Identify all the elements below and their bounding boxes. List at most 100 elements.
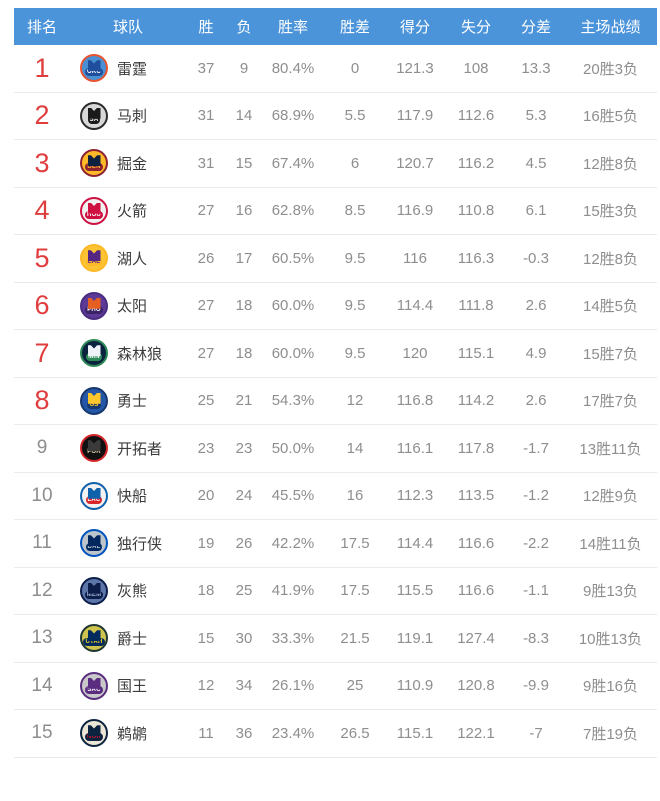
team-abbr-label: LAC — [85, 495, 103, 504]
winpct-cell: 50.0% — [271, 439, 315, 457]
table-row[interactable]: 3 DEN 掘金 31 15 67.4% 6 120.7 116.2 4.5 1… — [14, 140, 657, 188]
jersey-icon — [87, 250, 101, 262]
homerecord-cell: 12胜9负 — [582, 488, 639, 506]
team-logo-icon: UTAH — [80, 624, 108, 653]
homerecord-cell: 10胜13负 — [578, 630, 643, 648]
losses-cell: 15 — [235, 154, 253, 172]
table-row[interactable]: 4 HOU 火箭 27 16 62.8% 8.5 116.9 110.8 6.1… — [14, 187, 657, 235]
pointsfor-cell: 115.5 — [396, 582, 434, 600]
table-row[interactable]: 7 MIN 森林狼 27 18 60.0% 9.5 120 115.1 4.9 … — [14, 330, 657, 378]
table-row[interactable]: 14 SAC 国王 12 34 26.1% 25 110.9 120.8 -9.… — [14, 662, 657, 710]
team-cell[interactable]: NOR 鹈鹕 — [70, 719, 186, 748]
rank-cell: 12 — [31, 579, 53, 601]
winpct-cell: 62.8% — [271, 202, 315, 220]
wins-cell: 23 — [197, 439, 215, 457]
losses-cell: 9 — [239, 59, 249, 77]
team-logo-icon: SAC — [80, 671, 108, 700]
team-name: 鹈鹕 — [117, 725, 148, 743]
team-name: 马刺 — [117, 108, 148, 126]
wins-cell: 27 — [197, 344, 215, 362]
jersey-icon — [87, 107, 101, 119]
table-row[interactable]: 13 UTAH 爵士 15 30 33.3% 21.5 119.1 127.4 … — [14, 615, 657, 663]
team-cell[interactable]: HOU 火箭 — [70, 196, 186, 225]
table-row[interactable]: 9 POR 开拓者 23 23 50.0% 14 116.1 117.8 -1.… — [14, 425, 657, 473]
winpct-cell: 45.5% — [271, 487, 315, 505]
team-cell[interactable]: DEN 掘金 — [70, 149, 186, 178]
team-cell[interactable]: LAC 快船 — [70, 481, 186, 510]
winpct-cell: 33.3% — [271, 629, 315, 647]
team-name: 火箭 — [117, 203, 148, 221]
jersey-icon — [87, 677, 101, 689]
homerecord-cell: 7胜19负 — [582, 725, 639, 743]
homerecord-cell: 15胜7负 — [582, 345, 639, 363]
table-row[interactable]: 8 GS 勇士 25 21 54.3% 12 116.8 114.2 2.6 1… — [14, 377, 657, 425]
team-logo-icon: PHO — [80, 291, 108, 320]
table-row[interactable]: 1 OKC 雷霆 37 9 80.4% 0 121.3 108 13.3 20胜… — [14, 45, 657, 93]
wins-cell: 19 — [197, 534, 215, 552]
jersey-icon — [87, 345, 101, 357]
pointsfor-cell: 119.1 — [396, 629, 434, 647]
team-abbr-label: NOR — [85, 733, 103, 742]
winpct-cell: 42.2% — [271, 534, 315, 552]
team-cell[interactable]: PHO 太阳 — [70, 291, 186, 320]
jersey-icon — [87, 202, 101, 214]
team-logo-icon: DAL — [80, 529, 108, 558]
table-row[interactable]: 5 LAL 湖人 26 17 60.5% 9.5 116 116.3 -0.3 … — [14, 235, 657, 283]
team-name: 国王 — [117, 678, 148, 696]
pointsfor-cell: 117.9 — [396, 107, 434, 125]
rank-cell: 13 — [31, 627, 53, 649]
losses-cell: 34 — [235, 677, 253, 695]
wins-cell: 25 — [197, 392, 215, 410]
team-cell[interactable]: SA 马刺 — [70, 101, 186, 130]
team-logo-icon: OKC — [80, 54, 108, 83]
team-cell[interactable]: GS 勇士 — [70, 386, 186, 415]
rank-cell: 10 — [31, 484, 53, 506]
losses-cell: 24 — [235, 487, 253, 505]
pointsfor-cell: 114.4 — [396, 297, 434, 315]
team-logo-icon: LAL — [80, 244, 108, 273]
team-abbr-label: DAL — [85, 543, 103, 552]
pointsfor-cell: 116.8 — [396, 392, 434, 410]
gamesbehind-cell: 16 — [346, 487, 364, 505]
losses-cell: 36 — [235, 724, 253, 742]
gamesbehind-cell: 12 — [346, 392, 364, 410]
team-cell[interactable]: SAC 国王 — [70, 671, 186, 700]
team-logo-icon: HOU — [80, 196, 108, 225]
team-cell[interactable]: OKC 雷霆 — [70, 54, 186, 83]
rank-cell: 1 — [34, 52, 50, 83]
team-cell[interactable]: MIN 森林狼 — [70, 339, 186, 368]
table-row[interactable]: 10 LAC 快船 20 24 45.5% 16 112.3 113.5 -1.… — [14, 472, 657, 520]
pointsagainst-cell: 116.6 — [457, 534, 495, 552]
pointdiff-cell: -8.3 — [523, 629, 549, 647]
pointdiff-cell: -7 — [529, 724, 543, 742]
team-cell[interactable]: MEM 灰熊 — [70, 576, 186, 605]
team-cell[interactable]: POR 开拓者 — [70, 434, 186, 463]
table-row[interactable]: 15 NOR 鹈鹕 11 36 23.4% 26.5 115.1 122.1 -… — [14, 710, 657, 758]
wins-cell: 27 — [197, 202, 215, 220]
homerecord-cell: 9胜16负 — [582, 678, 639, 696]
gamesbehind-cell: 8.5 — [344, 202, 366, 220]
pointsfor-cell: 110.9 — [396, 677, 434, 695]
table-row[interactable]: 6 PHO 太阳 27 18 60.0% 9.5 114.4 111.8 2.6… — [14, 282, 657, 330]
team-cell[interactable]: LAL 湖人 — [70, 244, 186, 273]
team-abbr-label: UTAH — [83, 638, 105, 647]
homerecord-cell: 15胜3负 — [582, 203, 639, 221]
gamesbehind-cell: 5.5 — [344, 107, 366, 125]
wins-cell: 12 — [197, 677, 215, 695]
table-row[interactable]: 2 SA 马刺 31 14 68.9% 5.5 117.9 112.6 5.3 … — [14, 92, 657, 140]
jersey-icon — [87, 392, 101, 404]
table-row[interactable]: 12 MEM 灰熊 18 25 41.9% 17.5 115.5 116.6 -… — [14, 567, 657, 615]
header-cell-gamesbehind: 胜差 — [339, 19, 370, 36]
pointsfor-cell: 121.3 — [396, 59, 434, 77]
team-name: 掘金 — [117, 155, 148, 173]
jersey-icon — [87, 297, 101, 309]
table-row[interactable]: 11 DAL 独行侠 19 26 42.2% 17.5 114.4 116.6 … — [14, 520, 657, 568]
team-abbr-label: MIN — [86, 353, 102, 362]
team-cell[interactable]: UTAH 爵士 — [70, 624, 186, 653]
pointsfor-cell: 112.3 — [396, 487, 434, 505]
pointdiff-cell: -2.2 — [523, 534, 549, 552]
header-cell-pointdiff: 分差 — [520, 19, 551, 36]
wins-cell: 31 — [197, 107, 215, 125]
losses-cell: 16 — [235, 202, 253, 220]
team-cell[interactable]: DAL 独行侠 — [70, 529, 186, 558]
